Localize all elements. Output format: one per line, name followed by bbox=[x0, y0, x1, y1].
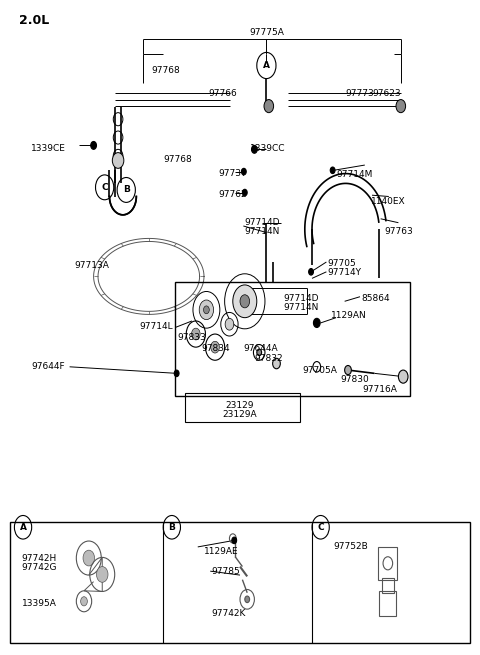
Text: 97742K: 97742K bbox=[211, 609, 246, 618]
Text: 97766: 97766 bbox=[209, 89, 238, 98]
Circle shape bbox=[252, 145, 257, 153]
Text: B: B bbox=[123, 185, 130, 195]
Circle shape bbox=[398, 370, 408, 383]
Circle shape bbox=[199, 300, 214, 320]
Circle shape bbox=[91, 141, 96, 149]
Bar bbox=[379, 591, 396, 616]
Text: 23129A: 23129A bbox=[223, 410, 257, 419]
Text: 97705A: 97705A bbox=[302, 366, 337, 375]
Text: 1129AN: 1129AN bbox=[331, 311, 367, 320]
Bar bbox=[382, 578, 394, 593]
Bar bbox=[10, 522, 470, 643]
Circle shape bbox=[396, 100, 406, 113]
Text: 97752B: 97752B bbox=[334, 542, 368, 552]
Circle shape bbox=[345, 365, 351, 375]
Text: 97768: 97768 bbox=[163, 155, 192, 164]
Text: B: B bbox=[168, 523, 175, 532]
Text: 97773: 97773 bbox=[346, 89, 374, 98]
Text: 1339CC: 1339CC bbox=[250, 144, 285, 153]
Circle shape bbox=[225, 318, 234, 330]
Text: 97714N: 97714N bbox=[245, 227, 280, 236]
Circle shape bbox=[96, 567, 108, 582]
Bar bbox=[175, 282, 410, 396]
Text: 97832: 97832 bbox=[254, 354, 283, 364]
Text: 97623: 97623 bbox=[372, 89, 401, 98]
Text: 97742H: 97742H bbox=[22, 553, 57, 563]
Text: A: A bbox=[20, 523, 26, 532]
Text: 1339CE: 1339CE bbox=[31, 144, 66, 153]
Circle shape bbox=[211, 341, 219, 353]
Text: 97714D: 97714D bbox=[245, 218, 280, 227]
Text: 97737: 97737 bbox=[218, 169, 247, 178]
Text: 97714Y: 97714Y bbox=[328, 268, 362, 277]
Circle shape bbox=[330, 167, 335, 174]
Text: 97833: 97833 bbox=[178, 333, 206, 343]
Circle shape bbox=[174, 370, 179, 377]
Circle shape bbox=[313, 318, 320, 328]
Text: 97785: 97785 bbox=[211, 567, 240, 576]
Bar bbox=[185, 393, 300, 422]
Circle shape bbox=[192, 328, 200, 340]
Text: 97644F: 97644F bbox=[31, 362, 65, 371]
Circle shape bbox=[240, 295, 250, 308]
Circle shape bbox=[242, 189, 247, 196]
Text: 97714M: 97714M bbox=[336, 170, 372, 179]
Circle shape bbox=[81, 597, 87, 606]
Circle shape bbox=[309, 269, 313, 275]
Circle shape bbox=[257, 349, 262, 356]
Text: 85864: 85864 bbox=[361, 293, 390, 303]
Circle shape bbox=[204, 306, 209, 314]
Text: 97763: 97763 bbox=[384, 227, 413, 236]
Text: 23129: 23129 bbox=[226, 401, 254, 410]
Text: 97714L: 97714L bbox=[139, 322, 173, 331]
Text: 97714D: 97714D bbox=[283, 293, 319, 303]
Text: 97713A: 97713A bbox=[74, 261, 109, 271]
Text: 97830: 97830 bbox=[341, 375, 370, 384]
Text: 97714N: 97714N bbox=[283, 303, 319, 312]
Circle shape bbox=[232, 537, 237, 544]
Text: 97768: 97768 bbox=[151, 66, 180, 75]
Text: A: A bbox=[263, 61, 270, 70]
Circle shape bbox=[83, 550, 95, 566]
Circle shape bbox=[241, 168, 246, 175]
Text: 97716A: 97716A bbox=[362, 384, 397, 394]
Text: 97644A: 97644A bbox=[244, 344, 278, 353]
Text: 97705: 97705 bbox=[328, 259, 357, 268]
Text: 97834: 97834 bbox=[202, 344, 230, 353]
Text: 97742G: 97742G bbox=[22, 563, 57, 572]
Circle shape bbox=[245, 596, 250, 603]
Text: C: C bbox=[317, 523, 324, 532]
Circle shape bbox=[233, 285, 257, 318]
Text: 1129AE: 1129AE bbox=[204, 547, 239, 556]
Bar bbox=[378, 547, 397, 580]
Text: 13395A: 13395A bbox=[22, 599, 57, 608]
Text: C: C bbox=[101, 183, 108, 192]
Circle shape bbox=[112, 153, 124, 168]
Circle shape bbox=[264, 100, 274, 113]
Text: 97775A: 97775A bbox=[249, 28, 284, 37]
Text: 2.0L: 2.0L bbox=[19, 14, 49, 28]
Circle shape bbox=[273, 358, 280, 369]
Text: 97762: 97762 bbox=[218, 190, 247, 199]
Text: 1140EX: 1140EX bbox=[371, 196, 406, 206]
